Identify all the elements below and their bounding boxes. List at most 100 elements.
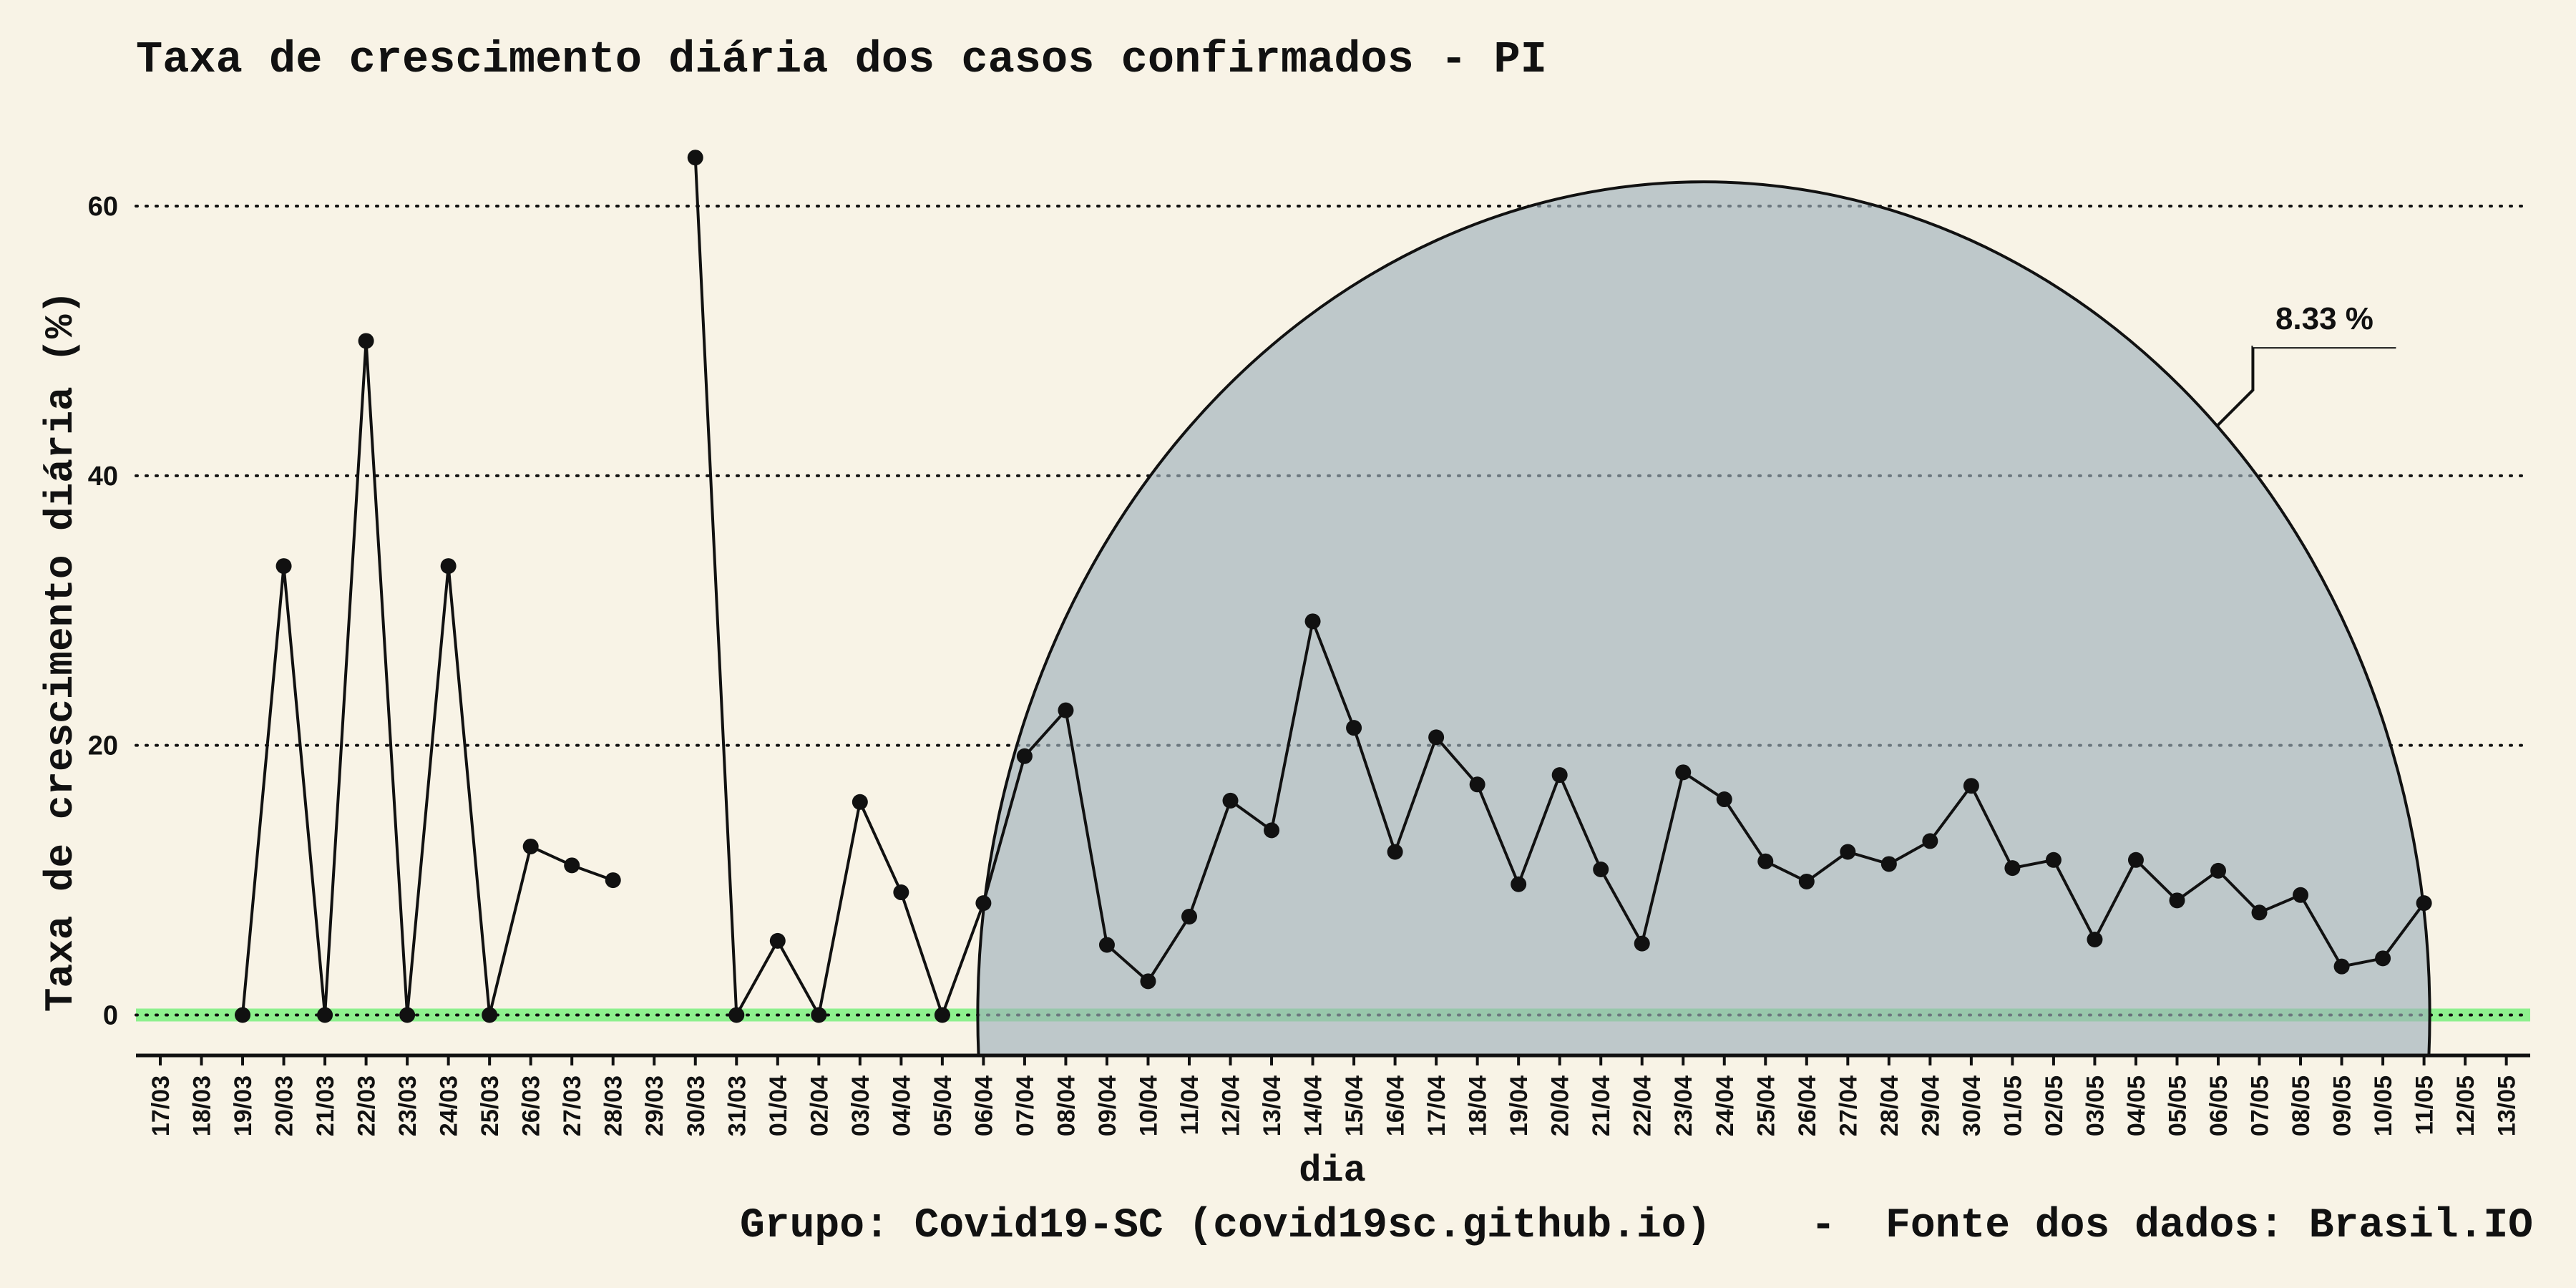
x-tick-label-19-03: 19/03 — [230, 1075, 257, 1136]
annotation-label: 8.33 % — [2275, 301, 2373, 336]
data-point-06-04 — [975, 895, 992, 912]
x-tick-label-17-03: 17/03 — [147, 1075, 175, 1136]
x-tick-label-18-04: 18/04 — [1465, 1075, 1492, 1136]
x-tick-label-09-05: 09/05 — [2329, 1075, 2356, 1136]
data-point-11-05 — [2416, 895, 2432, 912]
x-tick-label-08-04: 08/04 — [1053, 1075, 1080, 1136]
x-tick-label-27-04: 27/04 — [1835, 1075, 1862, 1136]
x-tick-label-13-05: 13/05 — [2494, 1075, 2521, 1136]
data-point-23-04 — [1675, 764, 1692, 781]
x-tick-label-20-04: 20/04 — [1547, 1075, 1574, 1136]
data-point-26-04 — [1798, 873, 1815, 889]
x-tick-label-26-03: 26/03 — [518, 1075, 545, 1136]
x-tick-label-23-04: 23/04 — [1670, 1075, 1697, 1136]
data-point-31-03 — [728, 1007, 745, 1023]
x-tick-label-18-03: 18/03 — [189, 1075, 216, 1136]
y-tick-layer: 0 20 40 60 — [88, 192, 118, 1030]
data-source-caption: Grupo: Covid19-SC (covid19sc.github.io) … — [740, 1203, 2533, 1249]
data-point-19-03 — [235, 1007, 251, 1023]
x-tick-label-15-04: 15/04 — [1341, 1075, 1368, 1136]
x-tick-label-07-04: 07/04 — [1012, 1075, 1039, 1136]
data-point-09-05 — [2333, 958, 2350, 975]
chart-title: Taxa de crescimento diária dos casos con… — [136, 34, 1547, 85]
data-point-18-04 — [1469, 776, 1485, 793]
x-tick-label-17-04: 17/04 — [1423, 1075, 1450, 1136]
data-point-08-05 — [2293, 887, 2309, 903]
data-point-24-04 — [1716, 791, 1732, 808]
data-point-25-04 — [1757, 853, 1774, 869]
x-axis-label: dia — [1299, 1150, 1366, 1192]
data-point-07-05 — [2251, 904, 2268, 921]
x-tick-label-06-04: 06/04 — [970, 1075, 997, 1136]
x-tick-label-29-03: 29/03 — [641, 1075, 668, 1136]
data-point-30-03 — [687, 150, 703, 166]
x-tick-label-12-05: 12/05 — [2452, 1075, 2479, 1136]
data-point-10-05 — [2375, 950, 2391, 967]
x-tick-label-01-05: 01/05 — [1999, 1075, 2026, 1136]
data-point-05-04 — [934, 1007, 950, 1023]
data-point-24-03 — [440, 558, 457, 575]
data-point-26-03 — [522, 838, 539, 854]
x-tick-label-20-03: 20/03 — [271, 1075, 298, 1136]
x-tick-label-05-04: 05/04 — [930, 1075, 957, 1136]
x-tick-label-28-03: 28/03 — [600, 1075, 628, 1136]
x-tick-label-11-05: 11/05 — [2411, 1075, 2439, 1135]
x-tick-label-22-04: 22/04 — [1629, 1075, 1657, 1136]
data-point-02-04 — [811, 1007, 827, 1023]
data-point-17-04 — [1428, 729, 1445, 746]
data-point-10-04 — [1140, 973, 1156, 990]
data-point-25-03 — [482, 1007, 498, 1023]
data-point-22-03 — [358, 333, 374, 349]
x-tick-label-24-03: 24/03 — [436, 1075, 463, 1136]
series-line-segment-0 — [241, 339, 614, 1017]
y-tick-label-40: 40 — [88, 462, 118, 492]
x-tick-label-01-04: 01/04 — [765, 1075, 792, 1136]
x-tick-label-24-04: 24/04 — [1712, 1075, 1739, 1136]
x-tick-label-08-05: 08/05 — [2288, 1075, 2315, 1136]
data-point-22-04 — [1634, 935, 1650, 952]
data-point-20-04 — [1551, 767, 1568, 784]
x-tick-label-19-04: 19/04 — [1506, 1075, 1533, 1136]
x-tick-label-29-04: 29/04 — [1917, 1075, 1944, 1136]
y-tick-label-60: 60 — [88, 192, 118, 222]
data-point-04-04 — [893, 884, 909, 901]
highlight-layer — [976, 180, 2431, 1057]
data-point-13-04 — [1264, 822, 1280, 839]
x-tick-label-02-04: 02/04 — [806, 1075, 833, 1136]
x-tick-label-04-05: 04/05 — [2123, 1075, 2150, 1136]
data-point-14-04 — [1304, 613, 1321, 630]
axis-layer — [136, 1053, 2530, 1065]
x-tick-label-27-03: 27/03 — [559, 1075, 586, 1136]
data-point-05-05 — [2169, 892, 2185, 909]
x-tick-label-03-05: 03/05 — [2082, 1075, 2109, 1136]
data-point-03-05 — [2087, 931, 2103, 947]
data-point-28-04 — [1880, 856, 1897, 872]
data-point-02-05 — [2045, 852, 2062, 868]
data-point-04-05 — [2127, 852, 2144, 868]
x-tick-label-26-04: 26/04 — [1794, 1075, 1821, 1136]
data-point-29-04 — [1922, 833, 1938, 849]
x-tick-label-31-03: 31/03 — [723, 1075, 751, 1136]
x-tick-label-30-04: 30/04 — [1958, 1075, 1986, 1136]
x-tick-label-30-03: 30/03 — [683, 1075, 710, 1136]
data-point-08-04 — [1058, 702, 1074, 718]
x-tick-label-22-03: 22/03 — [353, 1075, 381, 1136]
x-tick-label-25-04: 25/04 — [1752, 1075, 1780, 1136]
x-tick-label-13-04: 13/04 — [1259, 1075, 1286, 1136]
data-point-21-04 — [1593, 862, 1609, 877]
data-point-11-04 — [1181, 908, 1197, 924]
data-point-27-04 — [1840, 844, 1856, 860]
x-tick-label-09-04: 09/04 — [1094, 1075, 1121, 1136]
data-point-19-04 — [1511, 876, 1527, 892]
x-tick-label-06-05: 06/05 — [2205, 1075, 2233, 1136]
data-point-16-04 — [1387, 844, 1403, 860]
annotation-layer: 8.33 % — [2216, 290, 2396, 427]
x-tick-label-03-04: 03/04 — [847, 1075, 874, 1136]
data-point-21-03 — [317, 1007, 333, 1023]
data-point-20-03 — [275, 558, 292, 575]
x-tick-label-23-03: 23/03 — [394, 1075, 421, 1136]
data-point-03-04 — [852, 794, 868, 810]
data-point-01-04 — [769, 932, 786, 949]
